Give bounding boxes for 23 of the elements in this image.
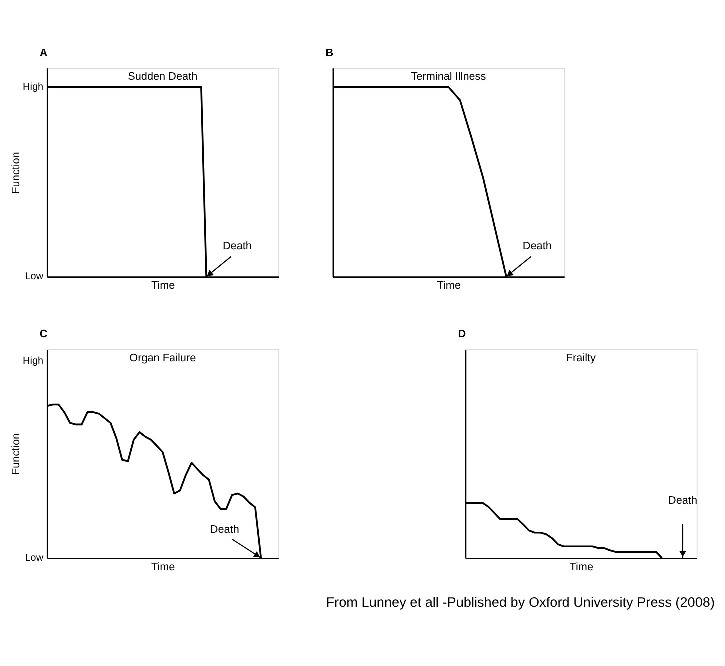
text: Low <box>25 272 44 283</box>
x-axis-title: Time <box>437 280 462 292</box>
text: From Lunney et all -Published by Oxford University Press (2008) <box>326 595 716 610</box>
annotation: Death <box>668 494 698 507</box>
y-axis-title: Function <box>10 152 23 194</box>
text: A <box>40 47 48 60</box>
text: C <box>40 328 48 341</box>
chart-title: Organ Failure <box>130 352 196 364</box>
x-axis-title: Time <box>570 561 594 574</box>
x-axis-title: Time <box>151 280 176 292</box>
annotation: Death <box>210 524 240 536</box>
text: D <box>458 328 466 341</box>
annotation: Death <box>222 240 252 253</box>
chart-title: Terminal Illness <box>411 71 487 84</box>
chart-title: Sudden Death <box>128 71 198 84</box>
annotation: Death <box>522 240 552 253</box>
x-axis-title: Time <box>151 561 176 574</box>
text: B <box>326 47 334 60</box>
text: Low <box>25 552 44 564</box>
y-axis-title: Function <box>10 433 23 476</box>
text: High <box>23 356 44 368</box>
chart-title: Frailty <box>566 352 597 364</box>
text: High <box>23 82 44 93</box>
